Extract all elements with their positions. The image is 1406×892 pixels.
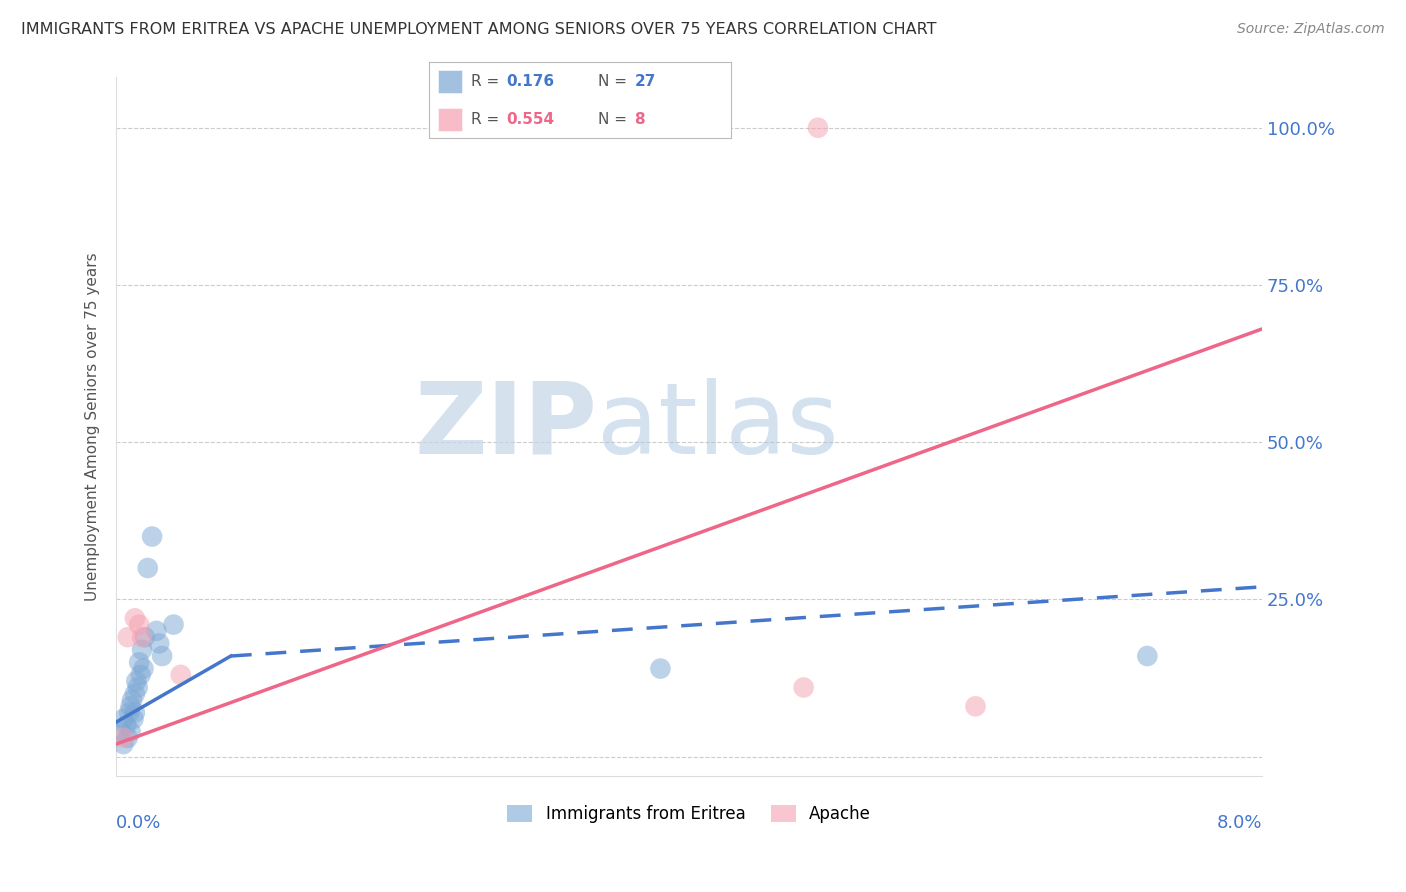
- Point: [120, 699, 142, 714]
- Point: [1136, 648, 1159, 663]
- Point: [125, 674, 148, 689]
- Text: 8.0%: 8.0%: [1216, 814, 1263, 832]
- Point: [124, 706, 146, 720]
- Point: [141, 529, 163, 543]
- Point: [150, 648, 173, 663]
- Text: R =: R =: [471, 74, 505, 89]
- Text: atlas: atlas: [598, 378, 839, 475]
- Text: 0.176: 0.176: [506, 74, 554, 89]
- Point: [134, 630, 156, 644]
- Text: 0.554: 0.554: [506, 112, 554, 127]
- Point: [136, 561, 159, 575]
- Point: [122, 712, 145, 726]
- Point: [112, 737, 135, 751]
- Point: [807, 120, 830, 135]
- Text: 0.0%: 0.0%: [117, 814, 162, 832]
- Point: [650, 662, 672, 676]
- Point: [118, 706, 141, 720]
- Point: [131, 642, 153, 657]
- Point: [124, 687, 146, 701]
- Point: [170, 668, 193, 682]
- Point: [124, 611, 146, 625]
- FancyBboxPatch shape: [437, 108, 463, 130]
- Point: [145, 624, 167, 638]
- Point: [148, 636, 170, 650]
- Text: IMMIGRANTS FROM ERITREA VS APACHE UNEMPLOYMENT AMONG SENIORS OVER 75 YEARS CORRE: IMMIGRANTS FROM ERITREA VS APACHE UNEMPL…: [21, 22, 936, 37]
- Point: [129, 668, 152, 682]
- Legend: Immigrants from Eritrea, Apache: Immigrants from Eritrea, Apache: [501, 798, 877, 830]
- Text: ZIP: ZIP: [415, 378, 598, 475]
- Text: 27: 27: [634, 74, 655, 89]
- Text: Source: ZipAtlas.com: Source: ZipAtlas.com: [1237, 22, 1385, 37]
- Text: N =: N =: [598, 74, 631, 89]
- Point: [128, 656, 150, 670]
- Point: [112, 712, 135, 726]
- Text: N =: N =: [598, 112, 631, 127]
- Point: [132, 662, 155, 676]
- Point: [117, 630, 139, 644]
- Point: [117, 731, 139, 745]
- Point: [162, 617, 184, 632]
- Point: [127, 681, 149, 695]
- Y-axis label: Unemployment Among Seniors over 75 years: Unemployment Among Seniors over 75 years: [86, 252, 100, 601]
- Point: [965, 699, 987, 714]
- Text: R =: R =: [471, 112, 505, 127]
- Text: 8: 8: [634, 112, 645, 127]
- Point: [110, 724, 132, 739]
- Point: [128, 617, 150, 632]
- Point: [121, 693, 143, 707]
- Point: [115, 718, 138, 732]
- Point: [112, 731, 135, 745]
- FancyBboxPatch shape: [437, 70, 463, 93]
- Point: [120, 724, 142, 739]
- Point: [793, 681, 815, 695]
- Point: [131, 630, 153, 644]
